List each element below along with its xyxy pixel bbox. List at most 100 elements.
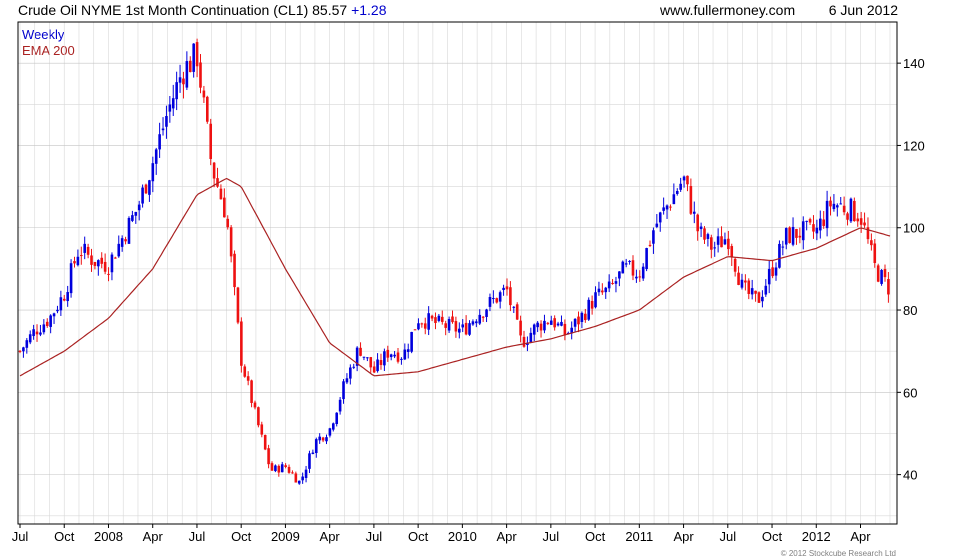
candle-body [32,329,35,337]
candle-body [413,329,417,331]
candle-body [69,263,73,294]
candle-body [420,323,424,325]
candle-body [730,246,734,258]
candle-body [440,316,444,322]
candle-body [79,255,83,257]
y-tick-label: 60 [903,385,917,400]
candle-body [580,312,584,322]
candle-body [403,349,407,360]
candle-body [154,149,158,164]
x-tick-label: Jul [719,529,736,544]
chart-header: Crude Oil NYME 1st Month Continuation (C… [18,0,898,20]
candle-body [35,331,39,335]
candle-body [611,282,614,284]
candle-body [577,316,580,325]
candle-body [39,332,42,335]
candle-body [458,328,461,333]
candle-body [372,366,376,373]
x-tick-label: Apr [143,529,164,544]
candle-body [767,268,771,285]
candle-body [614,281,618,284]
candle-body [853,200,856,222]
candle-body [641,266,645,279]
candle-body [342,381,345,400]
chart-legend: Weekly EMA 200 [22,27,75,59]
candle-body [144,184,148,194]
candle-body [842,205,846,213]
candle-body [546,322,550,324]
ema-200-line [19,177,891,377]
candle-body [165,116,168,127]
source-site[interactable]: www.fullermoney.com [660,2,796,18]
candle-body [454,321,458,332]
candle-body [199,62,202,88]
candle-body [195,42,199,67]
candle-body [158,134,161,150]
candle-body [97,260,100,267]
x-tick-label: 2008 [94,529,123,544]
chart-date: 6 Jun 2012 [828,2,898,18]
candle-body [710,237,713,250]
candle-body [836,205,839,208]
candle-body [383,351,386,366]
candle-body [294,473,298,483]
candle-body [703,228,706,240]
candles [18,38,890,485]
candle-body [110,254,114,273]
candle-body [229,227,233,257]
candle-body [250,380,253,403]
candle-body [754,290,757,294]
y-axis: 40 60 80 100 120 140 [897,56,925,483]
candle-body [22,347,25,352]
candle-body [621,261,625,274]
candle-body [318,436,321,441]
candle-body [42,324,46,333]
candle-body [675,191,679,194]
candle-body [662,207,665,211]
candle-body [209,123,213,159]
candle-body [25,340,29,348]
candle-body [658,212,662,223]
candle-body [553,318,556,328]
candle-body [771,267,774,277]
candle-body [212,162,216,179]
candle-body [536,322,539,328]
candle-body [498,292,502,302]
candle-body [103,261,107,272]
candle-body [185,61,189,88]
candle-body [475,321,478,324]
candle-body [488,297,492,307]
candle-body [386,349,390,358]
candle-body [733,258,737,272]
candle-body [93,261,97,266]
candle-body [740,279,744,288]
candle-body [515,304,519,320]
candle-body [76,256,80,266]
candle-body [233,253,236,288]
candle-body [805,220,808,222]
candle-body [141,187,144,204]
candle-body [335,412,339,425]
candle-body [887,279,890,295]
candle-body [206,96,209,122]
candle-body [182,78,185,85]
y-tick-label: 40 [903,468,917,483]
candle-body [509,287,512,306]
candle-body [260,424,264,435]
candle-body [686,175,689,185]
candle-body [597,288,601,293]
candle-body [396,352,400,362]
candle-body [328,428,332,436]
candle-body [355,347,359,366]
candle-body [808,219,812,223]
candle-body [430,315,434,319]
candle-body [478,314,482,324]
candle-body [246,376,250,381]
candle-body [263,434,267,450]
candle-body [815,227,819,234]
candle-body [352,366,356,368]
x-tick-label: Jul [189,529,206,544]
candle-body [321,437,325,441]
candle-body [66,292,69,302]
candle-body [423,323,427,329]
